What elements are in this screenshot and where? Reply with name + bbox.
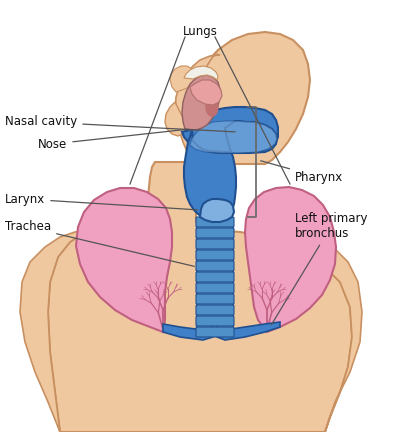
- FancyBboxPatch shape: [196, 228, 234, 238]
- FancyBboxPatch shape: [196, 272, 234, 282]
- FancyBboxPatch shape: [196, 294, 234, 304]
- FancyBboxPatch shape: [196, 261, 234, 271]
- FancyBboxPatch shape: [196, 305, 234, 315]
- Polygon shape: [175, 54, 220, 164]
- FancyBboxPatch shape: [196, 316, 234, 326]
- Polygon shape: [184, 121, 277, 220]
- Polygon shape: [163, 324, 215, 340]
- Polygon shape: [215, 322, 280, 340]
- Text: Larynx: Larynx: [5, 193, 197, 210]
- FancyBboxPatch shape: [196, 283, 234, 293]
- Polygon shape: [76, 188, 172, 332]
- Text: Nose: Nose: [38, 129, 187, 150]
- Polygon shape: [182, 107, 278, 152]
- Polygon shape: [20, 227, 100, 432]
- Text: Pharynx: Pharynx: [261, 161, 343, 184]
- Polygon shape: [184, 66, 218, 80]
- Ellipse shape: [206, 98, 218, 116]
- Polygon shape: [170, 66, 195, 92]
- FancyBboxPatch shape: [196, 217, 234, 227]
- Text: Lungs: Lungs: [182, 25, 218, 38]
- Polygon shape: [200, 199, 234, 222]
- Text: Nasal cavity: Nasal cavity: [5, 115, 235, 132]
- Text: Trachea: Trachea: [5, 220, 194, 267]
- Polygon shape: [182, 75, 220, 130]
- FancyBboxPatch shape: [196, 239, 234, 249]
- Polygon shape: [48, 162, 352, 432]
- FancyBboxPatch shape: [196, 250, 234, 260]
- Polygon shape: [197, 222, 233, 332]
- Polygon shape: [295, 232, 362, 432]
- Polygon shape: [165, 102, 186, 136]
- Polygon shape: [190, 121, 277, 153]
- Text: Left primary
bronchus: Left primary bronchus: [272, 212, 368, 324]
- Polygon shape: [190, 80, 222, 105]
- FancyBboxPatch shape: [196, 327, 234, 337]
- Polygon shape: [245, 187, 336, 332]
- Polygon shape: [188, 32, 310, 164]
